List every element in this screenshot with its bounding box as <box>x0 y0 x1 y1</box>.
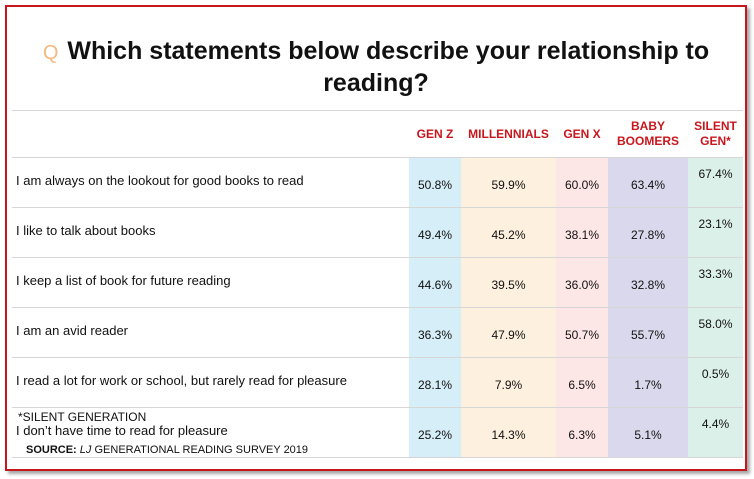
value-cell: 28.1% <box>409 357 461 408</box>
value-cell: 63.4% <box>608 157 688 208</box>
value-cell: 6.3% <box>556 407 608 458</box>
title-line-1: Which statements below describe your rel… <box>67 37 710 65</box>
statement-header <box>12 110 409 158</box>
value-cell: 50.7% <box>556 307 608 358</box>
value-cell: 50.8% <box>409 157 461 208</box>
value-cell: 32.8% <box>608 257 688 308</box>
chart-title: Q Which statements below describe your r… <box>7 36 745 98</box>
value-cell: 60.0% <box>556 157 608 208</box>
value-cell: 25.2% <box>409 407 461 458</box>
statement-label: I am an avid reader <box>12 307 409 358</box>
value-cell: 36.0% <box>556 257 608 308</box>
table-body: I am always on the lookout for good book… <box>12 157 743 458</box>
statement-label: I keep a list of book for future reading <box>12 257 409 308</box>
value-cell: 23.1% <box>688 207 743 258</box>
statement-label: I am always on the lookout for good book… <box>12 157 409 208</box>
value-cell: 47.9% <box>461 307 556 358</box>
value-cell: 38.1% <box>556 207 608 258</box>
value-cell: 45.2% <box>461 207 556 258</box>
value-cell: 6.5% <box>556 357 608 408</box>
column-header-gen-z: GEN Z <box>409 110 461 158</box>
statement-label: I like to talk about books <box>12 207 409 258</box>
value-cell: 36.3% <box>409 307 461 358</box>
value-cell: 14.3% <box>461 407 556 458</box>
value-cell: 59.9% <box>461 157 556 208</box>
value-cell: 58.0% <box>688 307 743 358</box>
footnote: *SILENT GENERATION <box>18 410 147 424</box>
table-row: I am always on the lookout for good book… <box>12 157 743 208</box>
question-icon: Q <box>42 42 59 64</box>
table-row: I don’t have time to read for pleasure 25… <box>12 407 743 458</box>
value-cell: 0.5% <box>688 357 743 408</box>
value-cell: 67.4% <box>688 157 743 208</box>
header-row: GEN Z MILLENNIALS GEN X BABY BOOMERS SILE… <box>12 110 743 158</box>
value-cell: 44.6% <box>409 257 461 308</box>
value-cell: 27.8% <box>608 207 688 258</box>
value-cell: 5.1% <box>608 407 688 458</box>
value-cell: 55.7% <box>608 307 688 358</box>
results-table: GEN Z MILLENNIALS GEN X BABY BOOMERS SILE… <box>12 110 743 458</box>
value-cell: 7.9% <box>461 357 556 408</box>
value-cell: 1.7% <box>608 357 688 408</box>
column-header-silent-gen: SILENT GEN* <box>688 110 743 158</box>
source-text: GENERATIONAL READING SURVEY 2019 <box>94 444 309 456</box>
statement-label: I don’t have time to read for pleasure <box>12 407 409 458</box>
title-line-2: reading? <box>323 69 429 97</box>
column-header-millennials: MILLENNIALS <box>461 110 556 158</box>
table-row: I am an avid reader 36.3% 47.9% 50.7% 55.7% 5… <box>12 307 743 358</box>
column-header-baby-boomers: BABY BOOMERS <box>608 110 688 158</box>
value-cell: 49.4% <box>409 207 461 258</box>
table-row: I read a lot for work or school, but rar… <box>12 357 743 408</box>
survey-card: Q Which statements below describe your r… <box>5 5 747 471</box>
value-cell: 4.4% <box>688 407 743 458</box>
column-header-gen-x: GEN X <box>556 110 608 158</box>
table-row: I like to talk about books 49.4% 45.2% 38.1… <box>12 207 743 258</box>
source-label: SOURCE: <box>26 444 77 456</box>
source-line: SOURCE: LJ GENERATIONAL READING SURVEY 2… <box>26 444 308 456</box>
statement-label: I read a lot for work or school, but rar… <box>12 357 409 408</box>
value-cell: 39.5% <box>461 257 556 308</box>
results-table-wrap: GEN Z MILLENNIALS GEN X BABY BOOMERS SILE… <box>12 110 743 458</box>
source-magazine: LJ <box>79 444 92 456</box>
table-row: I keep a list of book for future reading… <box>12 257 743 308</box>
value-cell: 33.3% <box>688 257 743 308</box>
